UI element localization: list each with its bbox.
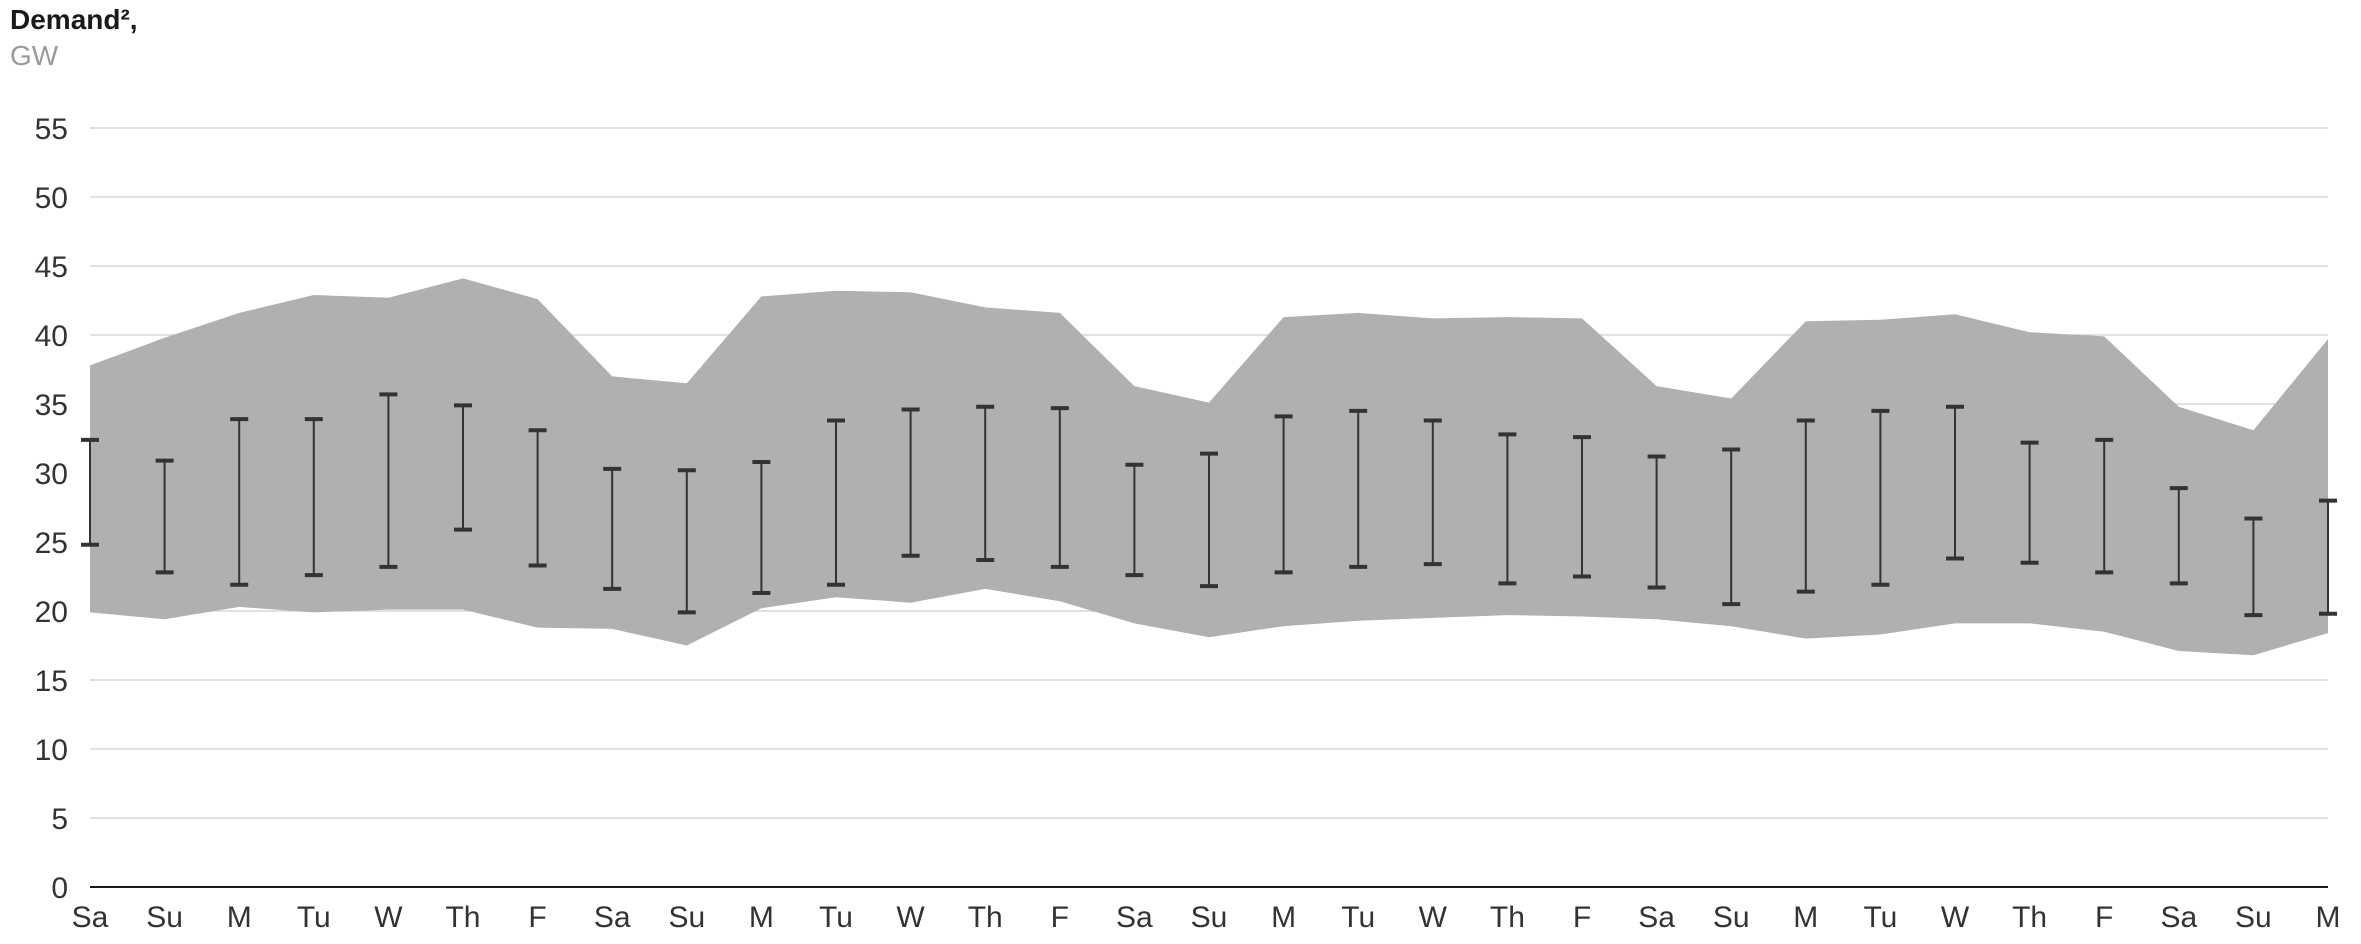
error-bar-8 bbox=[677, 468, 696, 615]
x-tick-label: W bbox=[1419, 901, 1448, 934]
chart-title: Demand², bbox=[10, 4, 138, 35]
error-bar-17 bbox=[1349, 408, 1368, 569]
error-bar-18 bbox=[1423, 418, 1442, 567]
y-tick-label: 20 bbox=[35, 596, 68, 629]
x-tick-label: Th bbox=[968, 901, 1003, 934]
error-bar-23 bbox=[1796, 418, 1815, 594]
x-tick-label: M bbox=[2316, 901, 2341, 934]
x-tick-label: F bbox=[528, 901, 546, 934]
x-tick-label: Tu bbox=[819, 901, 853, 934]
error-bar-29 bbox=[2244, 516, 2263, 618]
y-axis-unit-label: GW bbox=[10, 40, 59, 71]
error-bar-19 bbox=[1498, 432, 1517, 586]
x-tick-label: F bbox=[1573, 901, 1591, 934]
x-tick-label: Su bbox=[668, 901, 705, 934]
error-bar-20 bbox=[1573, 435, 1591, 579]
x-tick-label: Sa bbox=[72, 901, 109, 934]
y-tick-label: 30 bbox=[35, 458, 68, 491]
x-tick-label: W bbox=[374, 901, 403, 934]
x-tick-label: W bbox=[1941, 901, 1970, 934]
y-tick-label: 35 bbox=[35, 389, 68, 422]
x-tick-label: Tu bbox=[297, 901, 331, 934]
error-bar-26 bbox=[2020, 440, 2039, 565]
error-bar-0 bbox=[81, 437, 99, 547]
error-bar-30 bbox=[2319, 498, 2337, 616]
error-bars bbox=[81, 392, 2337, 618]
error-bar-9 bbox=[752, 459, 771, 596]
y-tick-label: 50 bbox=[35, 182, 68, 215]
error-bar-3 bbox=[304, 417, 323, 578]
error-bar-24 bbox=[1871, 408, 1890, 587]
y-tick-label: 45 bbox=[35, 251, 68, 284]
x-tick-label: Th bbox=[2012, 901, 2047, 934]
error-bar-1 bbox=[155, 458, 174, 575]
error-bar-11 bbox=[901, 407, 920, 558]
x-tick-label: Sa bbox=[1638, 901, 1675, 934]
x-tick-label: Su bbox=[146, 901, 183, 934]
error-bar-12 bbox=[976, 404, 995, 562]
error-bar-22 bbox=[1722, 447, 1741, 607]
x-tick-label: Su bbox=[1713, 901, 1750, 934]
y-tick-label: 0 bbox=[51, 872, 68, 905]
error-bar-28 bbox=[2169, 486, 2188, 586]
error-bar-15 bbox=[1200, 451, 1218, 589]
axes: 0 5 10 15 20 25 30 35 40 45 50 55 Sa Su M Tu W Th F Sa Su M Tu… bbox=[35, 113, 2341, 934]
y-tick-label: 5 bbox=[51, 803, 68, 836]
x-tick-label: Tu bbox=[1341, 901, 1375, 934]
error-bar-2 bbox=[230, 417, 249, 587]
error-bar-16 bbox=[1274, 414, 1293, 575]
error-bar-7 bbox=[603, 466, 622, 591]
y-tick-label: 15 bbox=[35, 665, 68, 698]
x-tick-label: Sa bbox=[594, 901, 631, 934]
error-bar-13 bbox=[1050, 406, 1069, 569]
x-tick-label: Th bbox=[1490, 901, 1525, 934]
x-tick-label: F bbox=[1051, 901, 1069, 934]
error-bar-25 bbox=[1946, 404, 1964, 561]
error-bar-6 bbox=[528, 428, 547, 568]
y-tick-label: 55 bbox=[35, 113, 68, 146]
x-tick-label: Sa bbox=[2160, 901, 2197, 934]
x-tick-label: M bbox=[1793, 901, 1818, 934]
x-tick-label: Th bbox=[445, 901, 480, 934]
x-tick-label: Su bbox=[1191, 901, 1228, 934]
x-tick-label: Sa bbox=[1116, 901, 1153, 934]
x-tick-label: W bbox=[896, 901, 925, 934]
y-tick-label: 10 bbox=[35, 734, 68, 767]
x-tick-label: M bbox=[227, 901, 252, 934]
error-bar-10 bbox=[827, 418, 845, 587]
y-tick-label: 40 bbox=[35, 320, 68, 353]
x-tick-label: Su bbox=[2235, 901, 2272, 934]
error-bar-4 bbox=[379, 392, 398, 569]
error-bar-21 bbox=[1647, 454, 1666, 590]
x-tick-label: F bbox=[2095, 901, 2113, 934]
error-bar-27 bbox=[2095, 437, 2114, 575]
x-tick-label: M bbox=[749, 901, 774, 934]
error-bar-5 bbox=[454, 403, 472, 532]
x-tick-label: Tu bbox=[1863, 901, 1897, 934]
y-tick-label: 25 bbox=[35, 527, 68, 560]
x-tick-label: M bbox=[1271, 901, 1296, 934]
error-bar-14 bbox=[1125, 462, 1144, 578]
